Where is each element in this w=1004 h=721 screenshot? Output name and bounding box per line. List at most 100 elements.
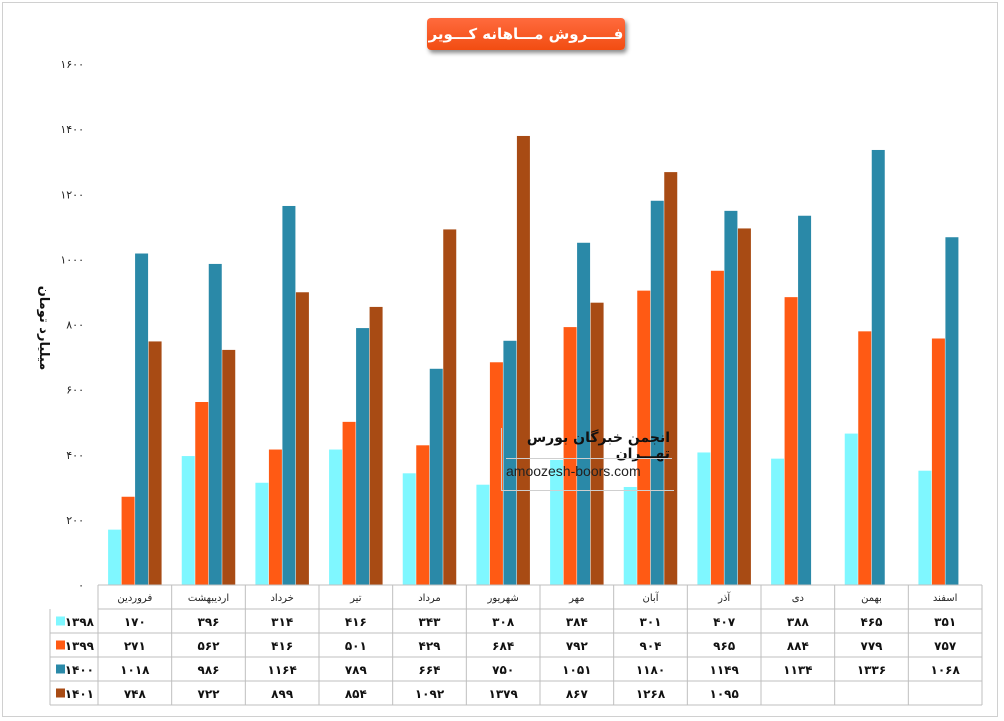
watermark: انجمن خبرگان بورس تهـــران amoozesh-boor… bbox=[501, 428, 674, 491]
data-label: ۷۵۷ bbox=[934, 639, 957, 653]
data-label: ۱۰۶۸ bbox=[931, 663, 961, 677]
watermark-divider bbox=[506, 458, 672, 459]
watermark-url: amoozesh-boors.com bbox=[506, 463, 641, 479]
bar-۱۳۹۹ bbox=[342, 421, 356, 585]
bar-۱۴۰۰ bbox=[503, 340, 517, 585]
data-label: ۵۰۱ bbox=[345, 639, 367, 653]
data-label: ۱۰۹۵ bbox=[710, 687, 739, 701]
bar-۱۳۹۹ bbox=[637, 290, 651, 585]
bar-۱۳۹۹ bbox=[121, 496, 135, 585]
data-label: ۱۳۷۹ bbox=[489, 687, 519, 701]
data-label: ۱۱۶۴ bbox=[268, 663, 297, 677]
data-label: ۷۲۲ bbox=[198, 687, 221, 701]
chart-title: فـــــروش مـــاهانه کـــویر bbox=[427, 18, 625, 50]
data-label: ۱۰۵۱ bbox=[562, 663, 591, 677]
bar-۱۳۹۹ bbox=[858, 331, 872, 585]
data-label: ۶۸۴ bbox=[492, 639, 514, 653]
bar-۱۳۹۸ bbox=[844, 433, 858, 585]
y-tick-label: ۱۴۰۰ bbox=[60, 123, 84, 136]
legend-label: ۱۳۹۹ bbox=[65, 639, 95, 653]
bar-۱۴۰۱ bbox=[737, 228, 751, 586]
y-tick-label: ۰ bbox=[78, 579, 84, 592]
data-label: ۱۳۳۶ bbox=[857, 663, 886, 677]
x-category-label: اردیبهشت bbox=[188, 593, 229, 604]
data-label: ۳۸۸ bbox=[787, 615, 810, 629]
legend-key-۱۳۹۸ bbox=[56, 616, 65, 626]
data-label: ۳۴۳ bbox=[419, 615, 442, 629]
data-label: ۷۵۰ bbox=[492, 663, 514, 677]
x-category-label: خرداد bbox=[270, 593, 293, 604]
bar-۱۴۰۰ bbox=[429, 368, 443, 585]
legend-key-۱۴۰۰ bbox=[56, 664, 65, 674]
x-category-label: دی bbox=[792, 593, 804, 604]
bar-۱۴۰۰ bbox=[724, 210, 738, 585]
y-tick-label: ۸۰۰ bbox=[66, 319, 84, 332]
data-label: ۱۱۳۴ bbox=[783, 663, 812, 677]
bar-۱۳۹۹ bbox=[416, 445, 430, 585]
data-label: ۳۸۴ bbox=[566, 615, 588, 629]
bar-۱۳۹۹ bbox=[931, 338, 945, 585]
bar-۱۳۹۹ bbox=[563, 327, 577, 585]
bar-۱۴۰۰ bbox=[135, 253, 149, 586]
legend-label: ۱۳۹۸ bbox=[65, 615, 95, 629]
data-label: ۸۹۹ bbox=[271, 687, 294, 701]
bar-۱۴۰۱ bbox=[369, 306, 383, 585]
legend-key-۱۳۹۹ bbox=[56, 640, 65, 650]
bar-۱۴۰۰ bbox=[577, 242, 591, 585]
bar-۱۳۹۸ bbox=[623, 486, 637, 585]
data-label: ۴۱۶ bbox=[345, 615, 367, 629]
bar-۱۳۹۸ bbox=[771, 458, 785, 585]
bar-۱۳۹۹ bbox=[784, 297, 798, 585]
bar-۱۴۰۱ bbox=[590, 302, 604, 585]
y-axis-label: میلیارد تومان bbox=[36, 286, 51, 371]
data-label: ۸۸۴ bbox=[787, 639, 809, 653]
data-label: ۴۲۹ bbox=[419, 639, 442, 653]
y-tick-label: ۱۰۰۰ bbox=[60, 253, 84, 266]
bar-۱۳۹۹ bbox=[489, 362, 503, 585]
legend-label: ۱۴۰۰ bbox=[65, 663, 94, 677]
legend-key-۱۴۰۱ bbox=[56, 688, 65, 698]
data-label: ۲۷۱ bbox=[124, 639, 146, 653]
data-label: ۱۷۰ bbox=[124, 615, 146, 629]
bar-۱۳۹۸ bbox=[181, 456, 195, 585]
data-label: ۴۱۶ bbox=[271, 639, 293, 653]
bar-۱۳۹۸ bbox=[550, 459, 564, 585]
data-label: ۱۱۸۰ bbox=[636, 663, 665, 677]
data-label: ۳۱۴ bbox=[271, 615, 293, 629]
bar-۱۴۰۰ bbox=[208, 263, 222, 585]
bar-۱۳۹۹ bbox=[195, 401, 209, 585]
data-label: ۱۰۱۸ bbox=[120, 663, 150, 677]
y-tick-label: ۶۰۰ bbox=[66, 384, 84, 397]
data-label: ۹۰۴ bbox=[640, 639, 662, 653]
bar-۱۴۰۰ bbox=[798, 215, 812, 585]
bar-۱۴۰۱ bbox=[664, 172, 678, 586]
data-label: ۸۶۷ bbox=[566, 687, 589, 701]
bar-۱۴۰۰ bbox=[650, 200, 664, 585]
bar-۱۴۰۱ bbox=[148, 341, 162, 585]
bar-۱۴۰۱ bbox=[443, 229, 457, 586]
x-category-label: فروردین bbox=[117, 593, 152, 604]
data-label: ۸۵۴ bbox=[345, 687, 367, 701]
x-category-label: مهر bbox=[568, 593, 584, 604]
bar-۱۳۹۸ bbox=[402, 473, 416, 585]
bar-۱۴۰۱ bbox=[222, 349, 236, 585]
bar-۱۳۹۸ bbox=[255, 482, 269, 585]
data-label: ۹۸۶ bbox=[198, 663, 220, 677]
x-category-label: اسفند bbox=[933, 593, 957, 604]
y-tick-label: ۴۰۰ bbox=[66, 449, 84, 462]
bar-۱۴۰۱ bbox=[516, 135, 530, 585]
data-label: ۳۰۱ bbox=[640, 615, 662, 629]
data-label: ۱۲۶۸ bbox=[636, 687, 666, 701]
x-category-label: تیر bbox=[349, 593, 362, 604]
bar-۱۴۰۱ bbox=[295, 292, 309, 585]
data-label: ۵۶۲ bbox=[198, 639, 221, 653]
x-category-label: مرداد bbox=[418, 593, 441, 604]
bar-۱۳۹۹ bbox=[710, 270, 724, 585]
bar-۱۴۰۰ bbox=[356, 328, 370, 585]
data-label: ۱۰۹۲ bbox=[415, 687, 445, 701]
data-label: ۶۶۴ bbox=[419, 663, 441, 677]
data-label: ۱۱۴۹ bbox=[710, 663, 740, 677]
bars-group bbox=[108, 135, 959, 586]
data-label: ۳۰۸ bbox=[492, 615, 515, 629]
legend-label: ۱۴۰۱ bbox=[65, 687, 94, 701]
